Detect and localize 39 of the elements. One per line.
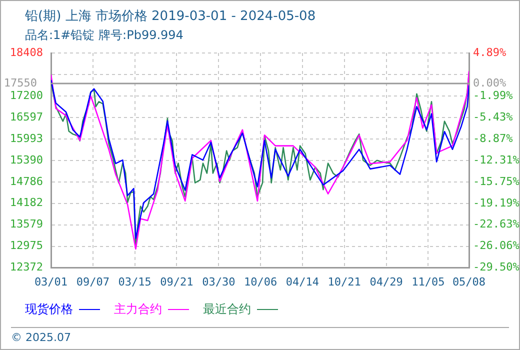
y2-tick-label: -29.50% <box>473 260 520 274</box>
x-tick-label: 03/15 <box>118 275 152 288</box>
x-tick-label: 04/14 <box>286 275 320 288</box>
x-tick-label: 05/08 <box>452 275 486 288</box>
x-tick-label: 04/29 <box>370 275 403 288</box>
y2-tick-label: 4.89% <box>473 46 506 59</box>
legend-label: 主力合约 <box>114 301 162 318</box>
text: © 2025.07 <box>11 331 71 344</box>
y-tick-label: 15390 <box>10 153 43 166</box>
x-tick-label: 10/21 <box>328 275 361 288</box>
y2-tick-label: -5.43% <box>473 110 514 124</box>
legend-label: 最近合约 <box>203 301 251 318</box>
y-tick-label: 14786 <box>10 174 43 188</box>
y2-tick-label: -22.63% <box>473 218 520 231</box>
y2-tick-label: -26.06% <box>473 239 520 252</box>
y-tick-label: 12372 <box>10 260 43 274</box>
y2-tick-label: -1.99% <box>473 88 514 102</box>
ref-line-label: 17550 <box>4 76 37 90</box>
y2-tick-label: -15.75% <box>473 174 520 188</box>
y2-tick-label: 0.00% <box>473 76 506 90</box>
y-tick-label: 18408 <box>10 46 43 59</box>
y-tick-label: 13579 <box>10 218 43 231</box>
chart-subtitle: 品名:1#铅锭 牌号:Pb99.994 <box>25 27 184 44</box>
y-tick-label: 12975 <box>10 239 43 252</box>
y2-tick-label: -12.31% <box>473 153 520 166</box>
y-tick-label: 15993 <box>10 132 43 145</box>
x-tick-label: 11/05 <box>412 275 445 288</box>
y2-tick-label: -8.87% <box>473 132 514 145</box>
legend-label: 现货价格 <box>25 301 73 318</box>
x-tick-label: 03/30 <box>202 275 236 288</box>
x-tick-label: 09/07 <box>76 275 110 288</box>
x-tick-label: 09/21 <box>160 275 194 288</box>
y-tick-label: 17200 <box>10 88 43 102</box>
y-tick-label: 14182 <box>10 196 43 210</box>
y-tick-label: 16597 <box>10 110 43 124</box>
x-tick-label: 03/01 <box>34 275 68 288</box>
chart-title: 铅(期) 上海 市场价格 2019-03-01 - 2024-05-08 <box>25 8 316 25</box>
y2-tick-label: -19.19% <box>473 196 520 210</box>
x-tick-label: 10/06 <box>244 275 278 288</box>
